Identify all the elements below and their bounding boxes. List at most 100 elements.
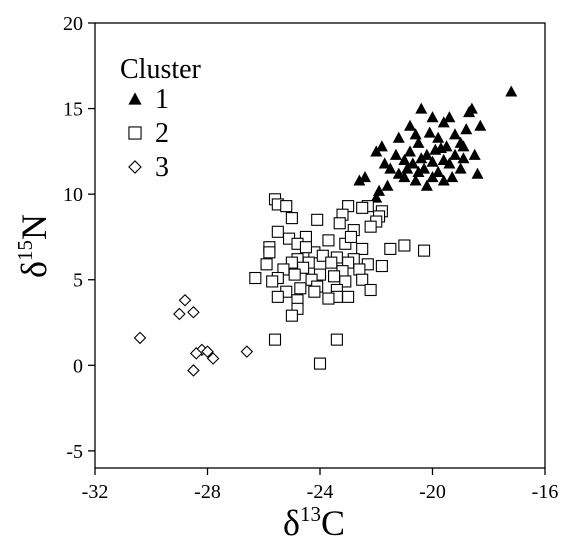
- data-point-series-1: [505, 85, 518, 97]
- data-point-series-2: [339, 275, 352, 288]
- data-point-series-2: [268, 333, 282, 346]
- data-point-series-1: [398, 153, 411, 166]
- y-axis-ticks: 20 15 10 5 0 -5: [63, 13, 95, 463]
- data-point-series-2: [322, 292, 335, 305]
- data-point-series-3: [201, 345, 214, 358]
- legend-title: Cluster: [120, 54, 202, 85]
- x-tick-label: -24: [307, 481, 334, 503]
- data-point-series-2: [249, 271, 262, 285]
- data-point-series-1: [457, 152, 470, 164]
- data-point-series-3: [206, 352, 220, 365]
- data-point-series-2: [294, 282, 307, 295]
- data-point-series-1: [468, 148, 481, 160]
- data-point-series-2: [285, 309, 298, 322]
- data-point-series-2: [260, 258, 273, 271]
- data-point-series-1: [437, 116, 450, 128]
- data-point-series-2: [344, 230, 357, 243]
- data-point-series-1: [415, 102, 428, 114]
- data-points: [133, 85, 518, 377]
- data-point-series-2: [322, 234, 335, 247]
- data-point-series-2: [308, 285, 321, 298]
- data-point-series-2: [356, 242, 369, 255]
- data-point-series-2: [364, 283, 377, 297]
- y-tick-label: -5: [66, 441, 83, 463]
- y-tick-label: 0: [73, 355, 83, 377]
- data-point-series-1: [389, 148, 402, 160]
- data-point-series-1: [471, 167, 484, 179]
- data-point-series-3: [189, 347, 203, 360]
- data-point-series-3: [187, 305, 200, 319]
- data-point-series-2: [356, 201, 369, 214]
- legend-marker-2: [128, 126, 142, 140]
- data-point-series-2: [330, 333, 343, 346]
- data-point-series-2: [364, 220, 377, 233]
- legend-label-1: 1: [155, 84, 169, 115]
- data-point-series-1: [437, 174, 450, 186]
- data-point-series-2: [418, 244, 431, 257]
- data-point-series-1: [474, 119, 487, 131]
- data-point-series-3: [178, 293, 192, 307]
- data-point-series-1: [381, 179, 394, 191]
- data-point-series-1: [409, 174, 422, 186]
- series-1: [353, 85, 518, 203]
- series-3: [133, 293, 254, 377]
- data-point-series-2: [375, 259, 388, 273]
- legend: Cluster 123: [120, 54, 202, 183]
- y-tick-label: 15: [63, 99, 83, 121]
- x-axis-title-suffix: C: [321, 503, 345, 543]
- data-point-series-1: [392, 131, 405, 143]
- data-point-series-1: [432, 131, 445, 143]
- y-axis-title-sup: 15: [13, 240, 37, 261]
- data-point-series-1: [370, 191, 383, 203]
- data-point-series-2: [271, 290, 284, 303]
- data-point-series-2: [285, 212, 298, 225]
- data-point-series-1: [449, 148, 461, 160]
- data-point-series-2: [288, 268, 301, 281]
- x-axis-title-sup: 13: [300, 502, 321, 526]
- legend-label-2: 2: [155, 118, 169, 149]
- data-point-series-1: [432, 165, 445, 178]
- data-point-series-1: [443, 111, 456, 123]
- data-point-series-1: [457, 140, 470, 152]
- data-point-series-2: [356, 273, 369, 286]
- y-tick-label: 20: [63, 13, 83, 35]
- data-point-series-2: [342, 290, 355, 303]
- legend-entries: 123: [128, 84, 169, 183]
- data-point-series-3: [173, 307, 186, 321]
- data-point-series-1: [412, 136, 425, 148]
- data-point-series-1: [375, 140, 388, 152]
- y-axis-title: δ15N: [13, 214, 54, 278]
- data-point-series-1: [449, 128, 461, 140]
- data-point-series-2: [263, 246, 276, 259]
- x-tick-label: -16: [532, 481, 559, 503]
- data-point-series-1: [423, 126, 436, 138]
- x-axis-ticks: -32 -28 -24 -20 -16: [82, 468, 559, 503]
- data-point-series-2: [311, 213, 324, 226]
- data-point-series-1: [398, 171, 411, 183]
- data-point-series-2: [325, 256, 338, 269]
- data-point-series-1: [409, 128, 422, 140]
- x-tick-label: -28: [194, 481, 221, 503]
- data-point-series-1: [404, 145, 416, 157]
- y-axis-title-suffix: N: [14, 214, 54, 240]
- data-point-series-1: [443, 157, 456, 169]
- data-point-series-1: [401, 162, 414, 174]
- data-point-series-1: [412, 165, 425, 178]
- data-point-series-1: [454, 162, 467, 174]
- data-point-series-2: [297, 261, 310, 274]
- data-point-series-2: [328, 270, 341, 283]
- data-point-series-3: [133, 331, 147, 345]
- data-point-series-1: [370, 145, 383, 157]
- data-point-series-3: [187, 364, 200, 377]
- data-point-series-1: [420, 179, 433, 191]
- data-point-series-2: [353, 263, 366, 276]
- x-axis-title-prefix: δ: [283, 503, 300, 543]
- x-tick-label: -20: [419, 481, 446, 503]
- data-point-series-1: [404, 119, 416, 131]
- legend-marker-3: [128, 160, 142, 174]
- data-point-series-2: [384, 242, 397, 255]
- data-point-series-2: [313, 357, 327, 370]
- data-point-series-1: [463, 106, 476, 118]
- data-point-series-3: [240, 345, 254, 358]
- legend-label-3: 3: [155, 152, 169, 183]
